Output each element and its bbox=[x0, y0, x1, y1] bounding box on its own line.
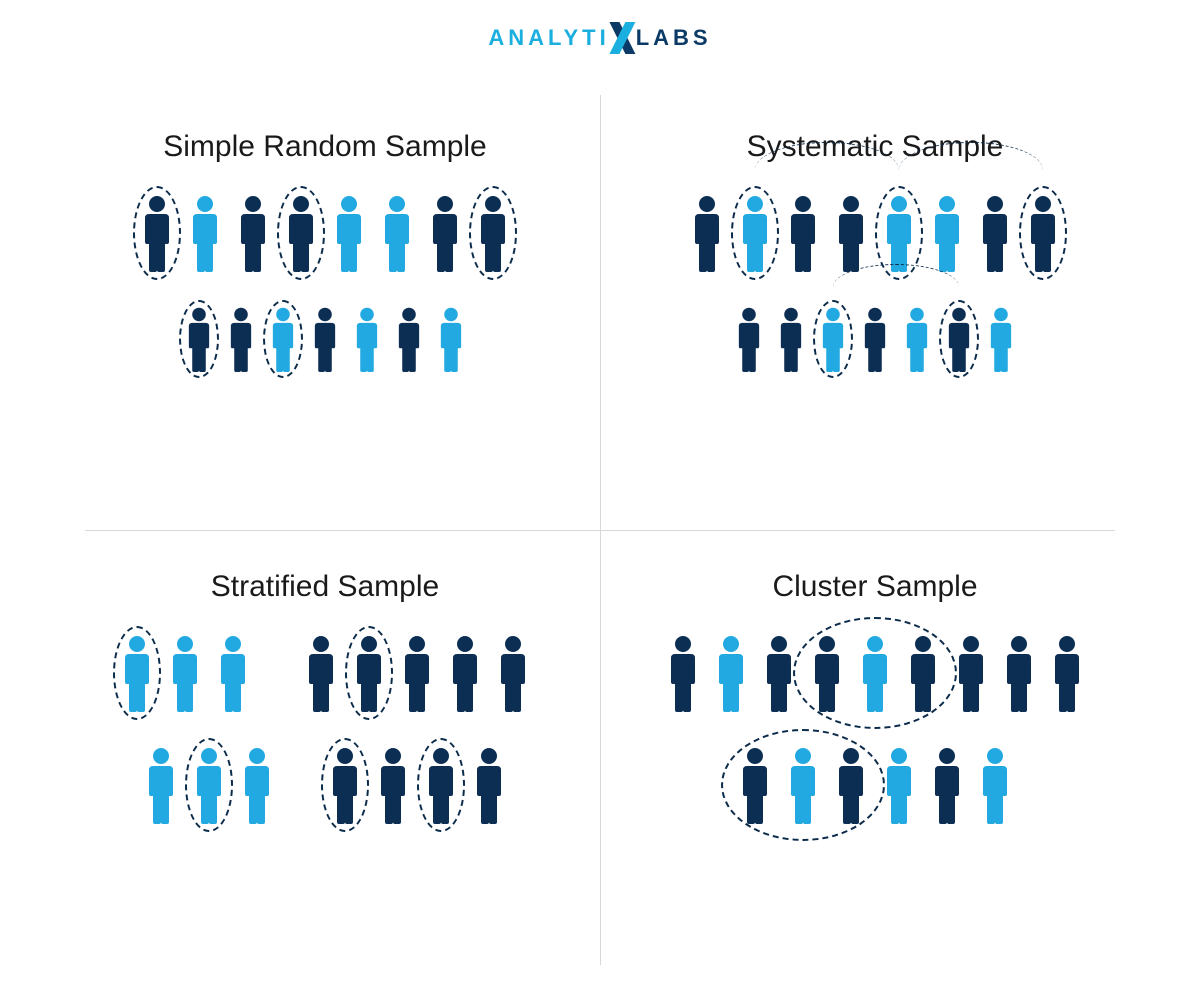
person-icon bbox=[185, 194, 225, 272]
person-icon bbox=[831, 194, 871, 272]
person-icon bbox=[182, 306, 216, 372]
brand-logo: ANALYTI LABS bbox=[488, 20, 711, 56]
person-icon bbox=[735, 746, 775, 824]
panel-title: Systematic Sample bbox=[620, 130, 1130, 164]
people-row bbox=[70, 746, 580, 824]
person-icon bbox=[927, 194, 967, 272]
person-icon bbox=[281, 194, 321, 272]
person-icon bbox=[1047, 634, 1087, 712]
people-row bbox=[620, 194, 1130, 272]
person-icon bbox=[687, 194, 727, 272]
panel-title: Stratified Sample bbox=[70, 570, 580, 604]
person-icon bbox=[237, 746, 277, 824]
person-icon bbox=[445, 634, 485, 712]
person-icon bbox=[397, 634, 437, 712]
person-icon bbox=[392, 306, 426, 372]
person-icon bbox=[903, 634, 943, 712]
person-icon bbox=[233, 194, 273, 272]
person-icon bbox=[224, 306, 258, 372]
person-icon bbox=[927, 746, 967, 824]
person-icon bbox=[999, 634, 1039, 712]
person-icon bbox=[301, 634, 341, 712]
person-icon bbox=[493, 634, 533, 712]
person-icon bbox=[942, 306, 976, 372]
logo-text-right: LABS bbox=[636, 25, 712, 51]
logo-text-left: ANALYTI bbox=[488, 25, 609, 51]
person-icon bbox=[141, 746, 181, 824]
person-icon bbox=[774, 306, 808, 372]
person-icon bbox=[975, 746, 1015, 824]
person-icon bbox=[879, 746, 919, 824]
person-icon bbox=[816, 306, 850, 372]
panel-simple-random: Simple Random Sample bbox=[50, 90, 600, 530]
person-icon bbox=[783, 746, 823, 824]
logo-x-icon bbox=[608, 20, 638, 56]
person-icon bbox=[266, 306, 300, 372]
person-icon bbox=[663, 634, 703, 712]
person-icon bbox=[350, 306, 384, 372]
panels-grid: Simple Random Sample bbox=[50, 90, 1150, 970]
person-icon bbox=[308, 306, 342, 372]
panel-systematic: Systematic Sample bbox=[600, 90, 1150, 530]
panel-title: Cluster Sample bbox=[620, 570, 1130, 604]
person-icon bbox=[373, 746, 413, 824]
person-icon bbox=[425, 194, 465, 272]
people-row bbox=[620, 634, 1130, 712]
person-icon bbox=[189, 746, 229, 824]
people-row bbox=[620, 306, 1130, 372]
person-icon bbox=[1023, 194, 1063, 272]
panel-title: Simple Random Sample bbox=[70, 130, 580, 164]
person-icon bbox=[807, 634, 847, 712]
person-icon bbox=[783, 194, 823, 272]
person-icon bbox=[900, 306, 934, 372]
person-icon bbox=[377, 194, 417, 272]
person-icon bbox=[434, 306, 468, 372]
person-icon bbox=[951, 634, 991, 712]
person-icon bbox=[879, 194, 919, 272]
person-icon bbox=[831, 746, 871, 824]
people-row bbox=[70, 194, 580, 272]
person-icon bbox=[325, 746, 365, 824]
panel-cluster: Cluster Sample bbox=[600, 530, 1150, 970]
person-icon bbox=[469, 746, 509, 824]
person-icon bbox=[165, 634, 205, 712]
person-icon bbox=[711, 634, 751, 712]
person-icon bbox=[349, 634, 389, 712]
person-icon bbox=[421, 746, 461, 824]
person-icon bbox=[473, 194, 513, 272]
person-icon bbox=[732, 306, 766, 372]
people-row bbox=[70, 634, 580, 712]
person-icon bbox=[858, 306, 892, 372]
person-icon bbox=[975, 194, 1015, 272]
person-icon bbox=[117, 634, 157, 712]
people-row bbox=[70, 306, 580, 372]
person-icon bbox=[759, 634, 799, 712]
person-icon bbox=[213, 634, 253, 712]
panel-stratified: Stratified Sample bbox=[50, 530, 600, 970]
person-icon bbox=[329, 194, 369, 272]
people-row bbox=[620, 746, 1130, 824]
person-icon bbox=[137, 194, 177, 272]
person-icon bbox=[735, 194, 775, 272]
person-icon bbox=[984, 306, 1018, 372]
person-icon bbox=[855, 634, 895, 712]
